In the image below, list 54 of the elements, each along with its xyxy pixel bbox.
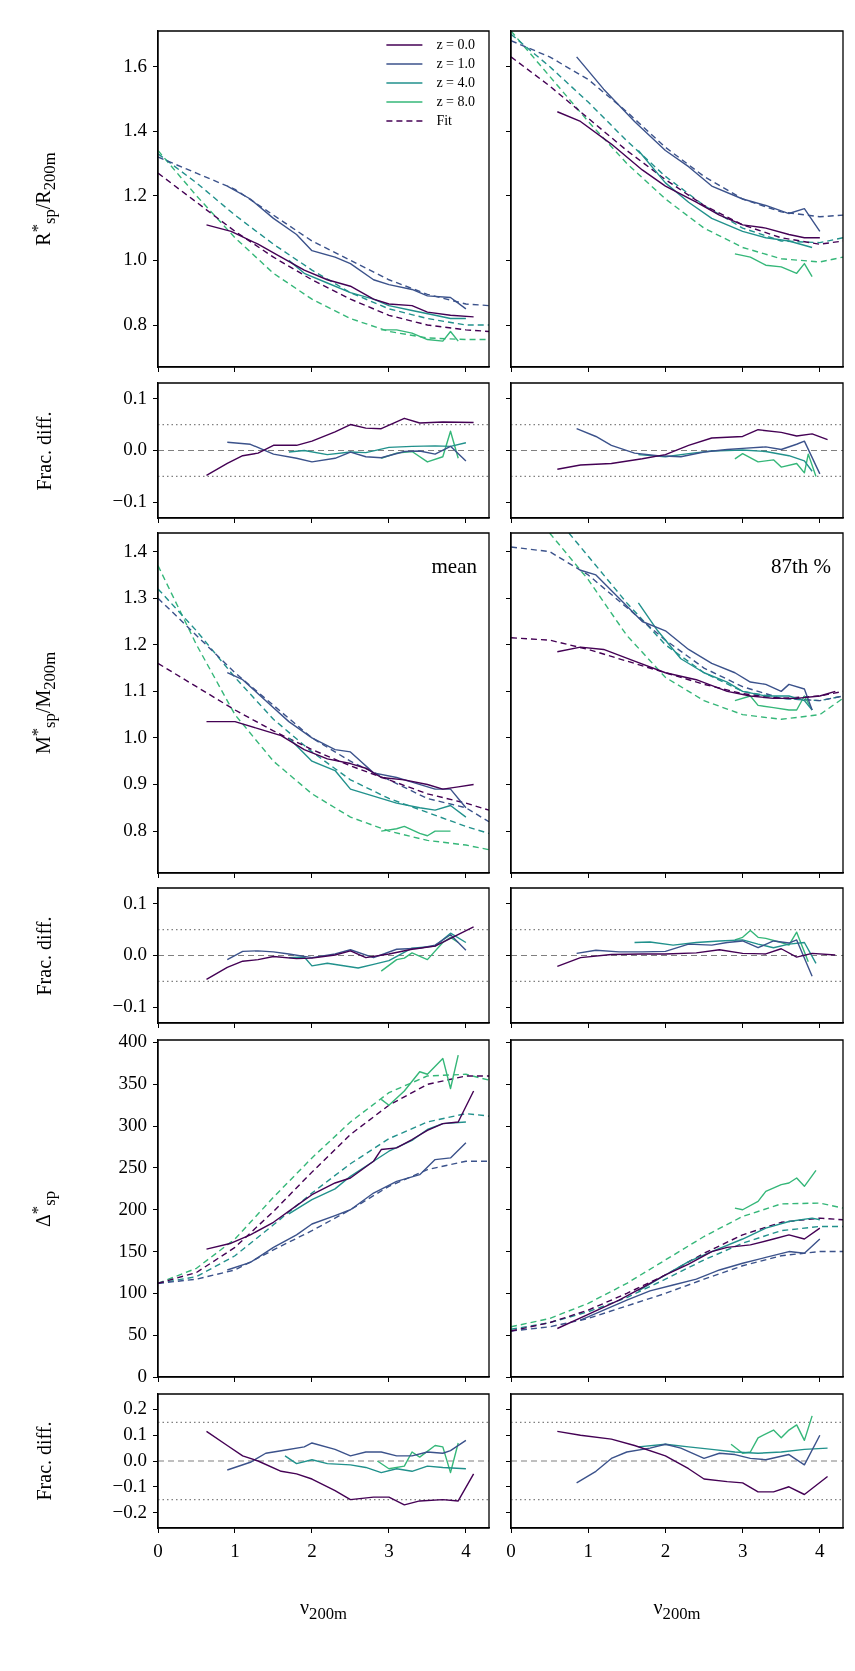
x-tick-label: 1 [583, 1540, 593, 1562]
legend-label: z = 4.0 [436, 74, 475, 90]
legend-label: z = 0.0 [436, 36, 475, 52]
x-axis-title: ν$_{200m}$ [300, 1596, 347, 1624]
y-tick-label: 0.0 [123, 438, 147, 460]
y-tick-label: 400 [118, 1030, 147, 1052]
y-tick-label: 1.0 [123, 248, 147, 270]
x-tick-label: 0 [506, 1540, 516, 1562]
x-tick-label: 4 [461, 1540, 472, 1562]
x-axis-title: ν$_{200m}$ [653, 1596, 701, 1624]
y-tick-label: 200 [118, 1197, 147, 1219]
y-axis-title: Frac. diff. [32, 410, 56, 491]
annotation: 87th % [770, 553, 831, 578]
y-tick-label: −0.1 [112, 490, 147, 512]
legend-label: z = 1.0 [436, 55, 475, 71]
annotation: mean [431, 553, 478, 578]
y-tick-label: 0.1 [123, 891, 147, 913]
y-tick-label: −0.1 [112, 1474, 147, 1496]
y-tick-label: 0.1 [123, 386, 147, 408]
x-tick-label: 0 [153, 1540, 163, 1562]
legend-label: Fit [436, 112, 453, 128]
y-tick-label: 1.4 [123, 119, 148, 141]
y-tick-label: 0.0 [123, 1448, 147, 1470]
y-tick-label: 0 [137, 1364, 147, 1386]
y-tick-label: 1.2 [123, 632, 147, 654]
y-tick-label: 0.8 [123, 819, 147, 841]
y-tick-label: −0.2 [112, 1500, 147, 1522]
y-tick-label: 350 [118, 1072, 147, 1094]
y-tick-label: 0.1 [123, 1423, 147, 1445]
y-tick-label: 1.6 [123, 54, 147, 76]
y-axis-title: Frac. diff. [32, 1421, 56, 1501]
x-tick-label: 1 [230, 1540, 240, 1562]
y-tick-label: 1.2 [123, 183, 147, 205]
x-tick-label: 2 [660, 1540, 671, 1562]
y-tick-label: 1.4 [123, 539, 148, 561]
y-tick-label: 300 [118, 1114, 147, 1136]
y-axis-title: Frac. diff. [32, 915, 56, 996]
y-tick-label: 1.3 [123, 586, 147, 608]
x-tick-label: 3 [737, 1540, 748, 1562]
legend-label: z = 8.0 [436, 93, 475, 109]
y-tick-label: 1.1 [123, 679, 147, 701]
y-tick-label: 0.0 [123, 943, 147, 965]
y-tick-label: 1.0 [123, 725, 147, 747]
y-tick-label: −0.1 [112, 995, 147, 1017]
x-tick-label: 3 [384, 1540, 394, 1562]
y-tick-label: 150 [118, 1239, 147, 1261]
y-tick-label: 50 [128, 1323, 147, 1345]
x-tick-label: 2 [307, 1540, 317, 1562]
x-tick-label: 4 [815, 1540, 826, 1562]
y-tick-label: 100 [118, 1281, 147, 1303]
y-tick-label: 0.9 [123, 772, 147, 794]
y-tick-label: 250 [118, 1155, 147, 1177]
y-tick-label: 0.8 [123, 312, 147, 334]
y-tick-label: 0.2 [123, 1397, 147, 1419]
